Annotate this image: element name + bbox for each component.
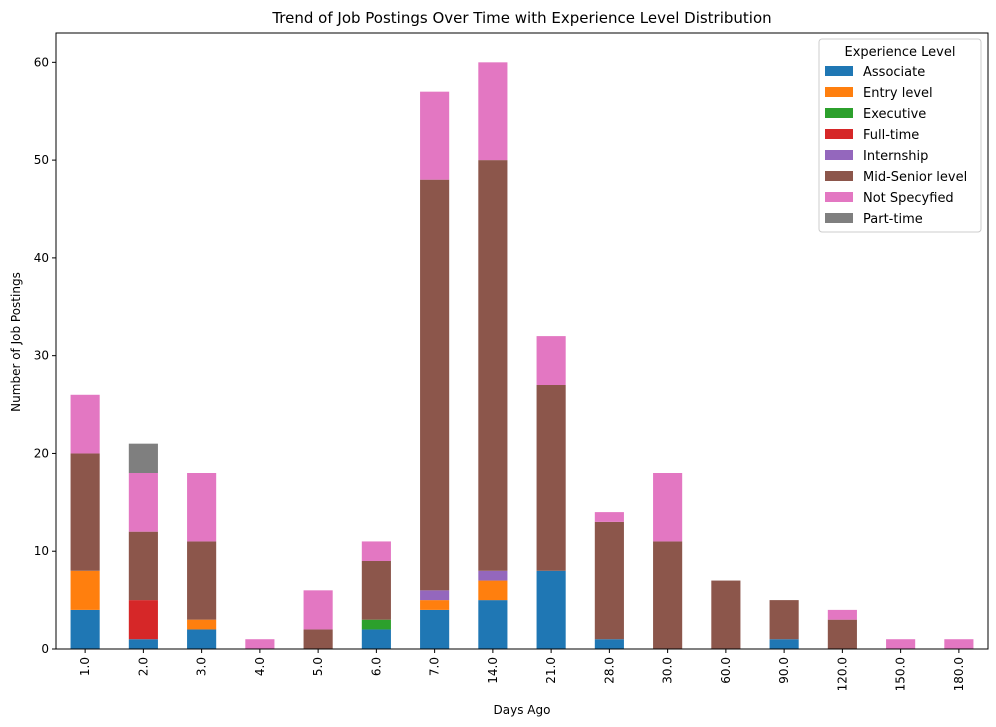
axes-layer: 0 10 20 30 40 50 60 1.0 2.0 3.0 4.0 5.0 6.0 7.0 14.0 21… — [34, 32, 989, 691]
bar-segment-not-specyfied-1.0 — [70, 394, 100, 454]
bar-segment-mid-senior-level-5.0 — [303, 629, 333, 649]
x-tick-label: 21.0 — [544, 657, 558, 684]
bar-segment-not-specyfied-150.0 — [886, 639, 916, 649]
bar-segment-not-specyfied-180.0 — [944, 639, 974, 649]
x-tick-label: 60.0 — [719, 657, 733, 684]
bar-segment-not-specyfied-21.0 — [536, 336, 566, 385]
legend-label: Executive — [863, 107, 926, 122]
y-tick-label: 10 — [34, 544, 49, 558]
bar-segment-entry-level-14.0 — [478, 580, 508, 601]
bar-segment-internship-14.0 — [478, 570, 508, 581]
bar-segment-mid-senior-level-2.0 — [128, 531, 158, 601]
bar-segment-associate-6.0 — [361, 629, 391, 649]
legend-label: Entry level — [863, 86, 933, 101]
legend-swatch — [825, 192, 853, 202]
legend-label: Internship — [863, 149, 928, 164]
legend-swatch — [825, 108, 853, 118]
y-tick-label: 50 — [34, 153, 49, 167]
bar-segment-associate-1.0 — [70, 609, 100, 649]
legend-label: Part-time — [863, 212, 923, 227]
bar-segment-not-specyfied-14.0 — [478, 62, 508, 161]
x-tick-label: 90.0 — [777, 657, 791, 684]
y-tick-label: 20 — [34, 446, 49, 460]
chart-title: Trend of Job Postings Over Time with Exp… — [271, 9, 771, 27]
x-tick-label: 120.0 — [835, 657, 849, 691]
bar-segment-not-specyfied-6.0 — [361, 541, 391, 561]
x-tick-label: 5.0 — [311, 657, 325, 676]
bar-segment-mid-senior-level-21.0 — [536, 385, 566, 571]
legend-label: Not Specyfied — [863, 191, 954, 206]
legend-swatch — [825, 87, 853, 97]
bar-segment-associate-14.0 — [478, 600, 508, 649]
bar-segment-associate-2.0 — [128, 639, 158, 649]
legend-swatch — [825, 213, 853, 223]
bar-segment-part-time-2.0 — [128, 443, 158, 473]
x-tick-label: 4.0 — [253, 657, 267, 676]
bars-layer — [70, 62, 974, 649]
legend-swatch — [825, 66, 853, 76]
plot-frame — [55, 32, 989, 650]
y-tick-label: 30 — [34, 349, 49, 363]
bar-segment-associate-3.0 — [187, 629, 217, 649]
x-axis-label: Days Ago — [494, 703, 551, 717]
y-tick-label: 40 — [34, 251, 49, 265]
legend-label: Mid-Senior level — [863, 170, 967, 185]
bar-segment-associate-28.0 — [594, 639, 624, 649]
x-tick-label: 150.0 — [894, 657, 908, 691]
bar-segment-not-specyfied-4.0 — [245, 639, 275, 649]
bar-segment-associate-7.0 — [420, 609, 450, 649]
legend: Experience Level Associate Entry level Exec… — [818, 38, 982, 233]
x-tick-label: 2.0 — [136, 657, 150, 676]
legend-swatch — [825, 171, 853, 181]
x-tick-label: 7.0 — [428, 657, 442, 676]
x-tick-label: 1.0 — [78, 657, 92, 676]
x-tick-label: 30.0 — [661, 657, 675, 684]
legend-label: Associate — [863, 65, 925, 80]
bar-segment-not-specyfied-2.0 — [128, 473, 158, 532]
bar-segment-executive-6.0 — [361, 619, 391, 630]
bar-segment-not-specyfied-120.0 — [827, 609, 857, 620]
x-tick-label: 3.0 — [195, 657, 209, 676]
bar-segment-full-time-2.0 — [128, 600, 158, 640]
bar-segment-entry-level-7.0 — [420, 600, 450, 610]
legend-title: Experience Level — [845, 45, 956, 60]
x-tick-label: 28.0 — [602, 657, 616, 684]
bar-segment-associate-90.0 — [769, 639, 799, 649]
bar-segment-mid-senior-level-7.0 — [420, 179, 450, 591]
bar-segment-mid-senior-level-3.0 — [187, 541, 217, 620]
bar-segment-mid-senior-level-30.0 — [653, 541, 683, 649]
x-tick-label: 6.0 — [369, 657, 383, 676]
legend-swatch — [825, 129, 853, 139]
y-tick-label: 60 — [34, 55, 49, 69]
legend-label: Full-time — [863, 128, 919, 143]
bar-segment-associate-21.0 — [536, 570, 566, 649]
bar-segment-entry-level-3.0 — [187, 619, 217, 630]
x-tick-label: 14.0 — [486, 657, 500, 684]
bar-segment-internship-7.0 — [420, 590, 450, 601]
bar-segment-mid-senior-level-90.0 — [769, 600, 799, 640]
bar-segment-mid-senior-level-28.0 — [594, 521, 624, 640]
bar-segment-not-specyfied-5.0 — [303, 590, 333, 630]
bar-segment-not-specyfied-3.0 — [187, 473, 217, 542]
bar-segment-mid-senior-level-1.0 — [70, 453, 100, 571]
legend-box — [818, 38, 982, 233]
legend-swatch — [825, 150, 853, 160]
bar-segment-mid-senior-level-60.0 — [711, 580, 741, 649]
y-tick-label: 0 — [41, 642, 49, 656]
bar-segment-mid-senior-level-14.0 — [478, 160, 508, 571]
bar-segment-not-specyfied-7.0 — [420, 91, 450, 180]
x-tick-label: 180.0 — [952, 657, 966, 691]
bar-segment-not-specyfied-30.0 — [653, 473, 683, 542]
bar-segment-mid-senior-level-120.0 — [827, 619, 857, 649]
bar-segment-entry-level-1.0 — [70, 570, 100, 610]
bar-segment-not-specyfied-28.0 — [594, 512, 624, 522]
y-axis-label: Number of Job Postings — [9, 272, 23, 412]
bar-segment-mid-senior-level-6.0 — [361, 561, 391, 620]
